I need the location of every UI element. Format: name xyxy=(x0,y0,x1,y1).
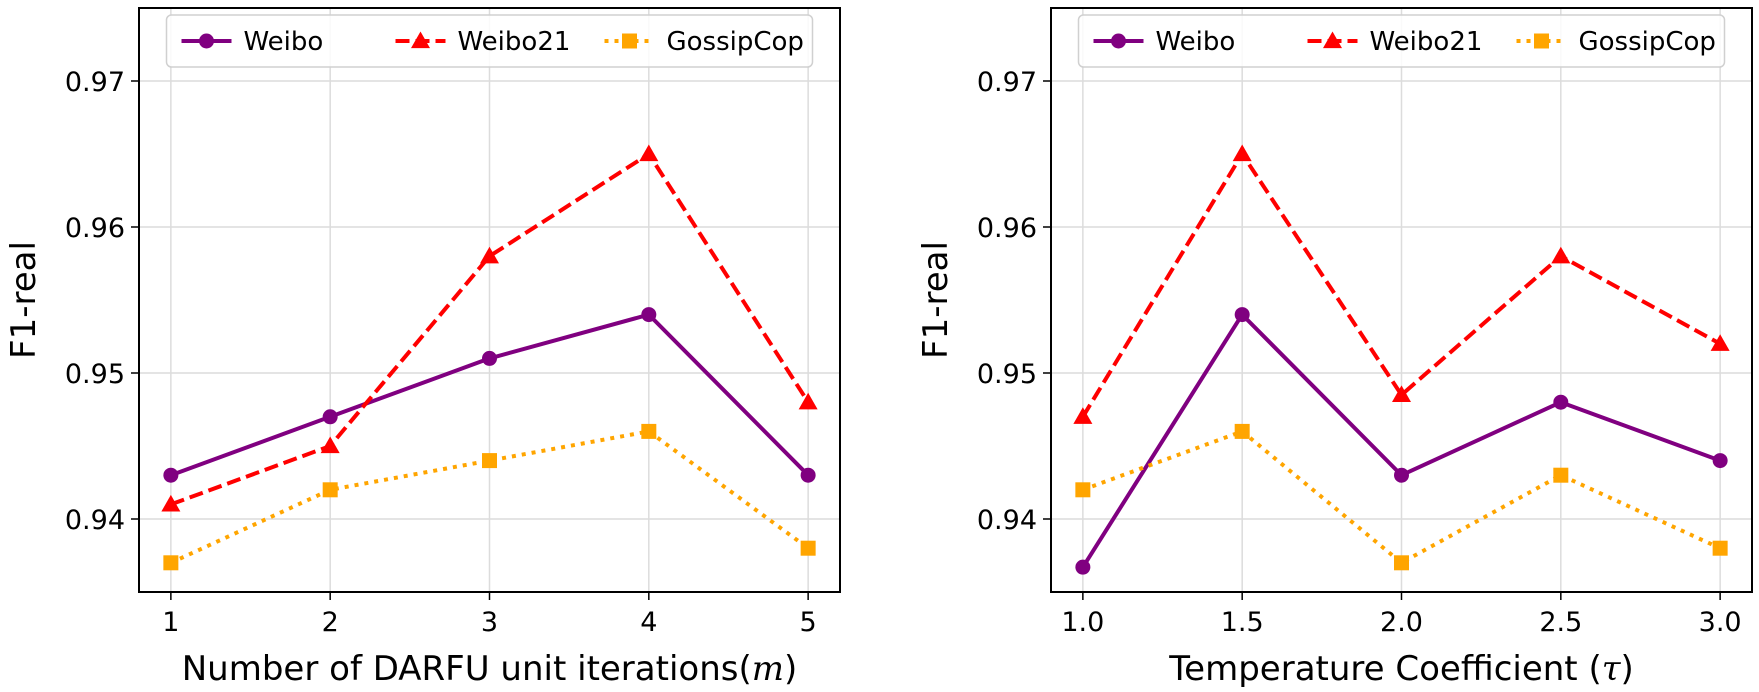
x-tick-label-4: 2.5 xyxy=(1539,607,1582,638)
data-point-GossipCop-1 xyxy=(163,555,179,571)
data-point-Weibo-1 xyxy=(163,467,179,483)
series-line-Weibo21 xyxy=(1081,152,1722,418)
x-tick-label-5: 5 xyxy=(800,607,817,638)
y-tick-label-4: 0.97 xyxy=(65,67,125,98)
chart-2: 1.0 1.5 2.0 2.5 3.0 0.94 0.95 0.96 0.97 Temperatu… xyxy=(916,7,1753,689)
legend-marker-Weibo xyxy=(1111,33,1126,49)
data-point-Weibo21-2 xyxy=(1232,144,1252,162)
x-tick-label-3: 3 xyxy=(481,607,498,638)
legend: Weibo Weibo21 GossipCop xyxy=(1077,14,1726,68)
legend-marker-Weibo21 xyxy=(1323,31,1342,49)
data-point-GossipCop-2 xyxy=(1234,423,1250,439)
y-axis-label: F1-real xyxy=(4,241,44,359)
x-tick-label-2: 1.5 xyxy=(1221,607,1264,638)
y-tick-label-2: 0.95 xyxy=(977,359,1037,390)
legend-box xyxy=(1077,14,1726,68)
series-Weibo21 xyxy=(161,144,818,512)
y-tick-label-1: 0.94 xyxy=(977,505,1037,536)
x-tick-label-2: 2 xyxy=(322,607,339,638)
data-point-GossipCop-1 xyxy=(1075,482,1091,498)
legend-label-Weibo21: Weibo21 xyxy=(458,27,571,57)
data-point-Weibo21-5 xyxy=(798,392,818,410)
data-point-Weibo21-2 xyxy=(320,436,340,454)
legend-marker-Weibo21 xyxy=(411,31,430,49)
chart-1: 1 2 3 4 5 0.94 0.95 0.96 0.97 Number of DARFU uni… xyxy=(4,7,841,689)
x-axis-label: Number of DARFU unit iterations(m) xyxy=(182,649,798,689)
data-point-GossipCop-3 xyxy=(482,453,497,469)
y-tick-label-4: 0.97 xyxy=(977,67,1037,98)
data-point-Weibo21-1 xyxy=(1073,407,1093,424)
data-point-Weibo-3 xyxy=(1394,467,1409,483)
y-tick-label-3: 0.96 xyxy=(65,213,125,244)
data-point-Weibo21-3 xyxy=(1392,385,1411,403)
series-Weibo xyxy=(163,307,816,483)
data-point-Weibo-4 xyxy=(641,307,657,323)
data-point-Weibo21-4 xyxy=(1551,246,1571,264)
y-tick-label-2: 0.95 xyxy=(65,359,125,390)
data-point-Weibo-5 xyxy=(800,467,816,483)
series-Weibo21 xyxy=(1073,144,1730,424)
y-tick-label-1: 0.94 xyxy=(65,505,125,536)
data-point-Weibo21-5 xyxy=(1710,334,1730,351)
data-point-Weibo-2 xyxy=(1234,307,1250,323)
data-point-Weibo21-3 xyxy=(480,246,499,264)
data-point-Weibo-4 xyxy=(1553,394,1569,410)
series-line-Weibo21 xyxy=(170,152,810,507)
x-tick-label-1: 1.0 xyxy=(1061,607,1104,638)
x-axis-label: Temperature Coefficient (τ) xyxy=(1168,649,1634,689)
legend-label-Weibo: Weibo xyxy=(1156,27,1236,57)
legend-label-GossipCop: GossipCop xyxy=(1579,27,1716,57)
legend-label-Weibo21: Weibo21 xyxy=(1370,27,1483,57)
data-point-GossipCop-3 xyxy=(1394,555,1409,571)
legend-label-Weibo: Weibo xyxy=(244,27,324,57)
legend-marker-GossipCop xyxy=(1534,33,1549,49)
data-point-Weibo21-4 xyxy=(639,144,659,162)
data-point-GossipCop-5 xyxy=(800,540,816,556)
series-Weibo xyxy=(1075,307,1728,575)
y-tick-label-3: 0.96 xyxy=(977,213,1037,244)
series-GossipCop xyxy=(163,423,816,571)
legend: Weibo Weibo21 GossipCop xyxy=(165,14,814,68)
data-point-Weibo21-1 xyxy=(161,494,181,512)
series-GossipCop xyxy=(1075,423,1728,571)
data-point-GossipCop-2 xyxy=(322,482,338,498)
x-tick-label-3: 2.0 xyxy=(1380,607,1423,638)
y-axis-label: F1-real xyxy=(916,241,956,359)
series-line-GossipCop xyxy=(1082,429,1721,565)
data-point-GossipCop-4 xyxy=(1553,467,1569,483)
data-point-Weibo-1 xyxy=(1075,559,1091,575)
data-point-Weibo-2 xyxy=(322,409,338,425)
data-point-Weibo-3 xyxy=(482,350,497,366)
legend-marker-GossipCop xyxy=(622,33,637,49)
legend-box xyxy=(165,14,814,68)
data-point-GossipCop-4 xyxy=(641,423,657,439)
x-tick-label-4: 4 xyxy=(640,607,657,638)
data-point-GossipCop-5 xyxy=(1712,540,1728,556)
x-tick-label-5: 3.0 xyxy=(1699,607,1742,638)
data-point-Weibo-5 xyxy=(1712,453,1728,469)
x-tick-label-1: 1 xyxy=(162,607,179,638)
legend-label-GossipCop: GossipCop xyxy=(667,27,804,57)
legend-marker-Weibo xyxy=(199,33,214,49)
